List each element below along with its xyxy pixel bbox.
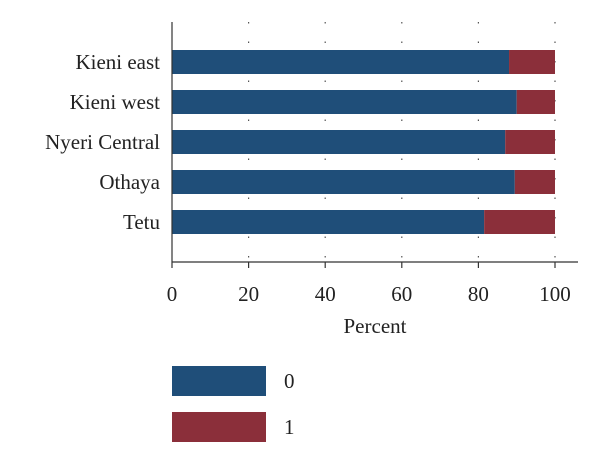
bar-kieni-east-series-0 bbox=[172, 50, 510, 74]
bar-nyeri-central-series-0 bbox=[172, 130, 506, 154]
axes bbox=[171, 22, 578, 263]
x-tick-label: 20 bbox=[238, 282, 259, 306]
category-labels: Kieni east Kieni west Nyeri Central Othaya T… bbox=[45, 50, 161, 234]
category-label: Nyeri Central bbox=[45, 130, 160, 154]
x-tick-labels: 0 20 40 60 80 100 bbox=[167, 262, 571, 306]
bar-othaya-series-1 bbox=[514, 170, 555, 194]
x-tick-label: 60 bbox=[391, 282, 412, 306]
legend-swatch-1 bbox=[172, 412, 266, 442]
category-label: Othaya bbox=[99, 170, 160, 194]
bars bbox=[172, 50, 555, 234]
x-axis-title: Percent bbox=[344, 314, 407, 338]
bar-kieni-west-series-1 bbox=[516, 90, 555, 114]
bar-nyeri-central-series-1 bbox=[505, 130, 555, 154]
x-tick-label: 0 bbox=[167, 282, 178, 306]
category-label: Tetu bbox=[123, 210, 161, 234]
bar-othaya-series-0 bbox=[172, 170, 515, 194]
bar-kieni-east-series-1 bbox=[509, 50, 555, 74]
legend: 01 bbox=[172, 366, 295, 442]
legend-label-1: 1 bbox=[284, 415, 295, 439]
x-tick-label: 40 bbox=[315, 282, 336, 306]
bar-kieni-west-series-0 bbox=[172, 90, 517, 114]
legend-label-0: 0 bbox=[284, 369, 295, 393]
x-tick-label: 100 bbox=[539, 282, 571, 306]
legend-swatch-0 bbox=[172, 366, 266, 396]
category-label: Kieni west bbox=[70, 90, 161, 114]
bar-tetu-series-1 bbox=[484, 210, 555, 234]
x-tick-label: 80 bbox=[468, 282, 489, 306]
category-label: Kieni east bbox=[75, 50, 160, 74]
bar-tetu-series-0 bbox=[172, 210, 485, 234]
